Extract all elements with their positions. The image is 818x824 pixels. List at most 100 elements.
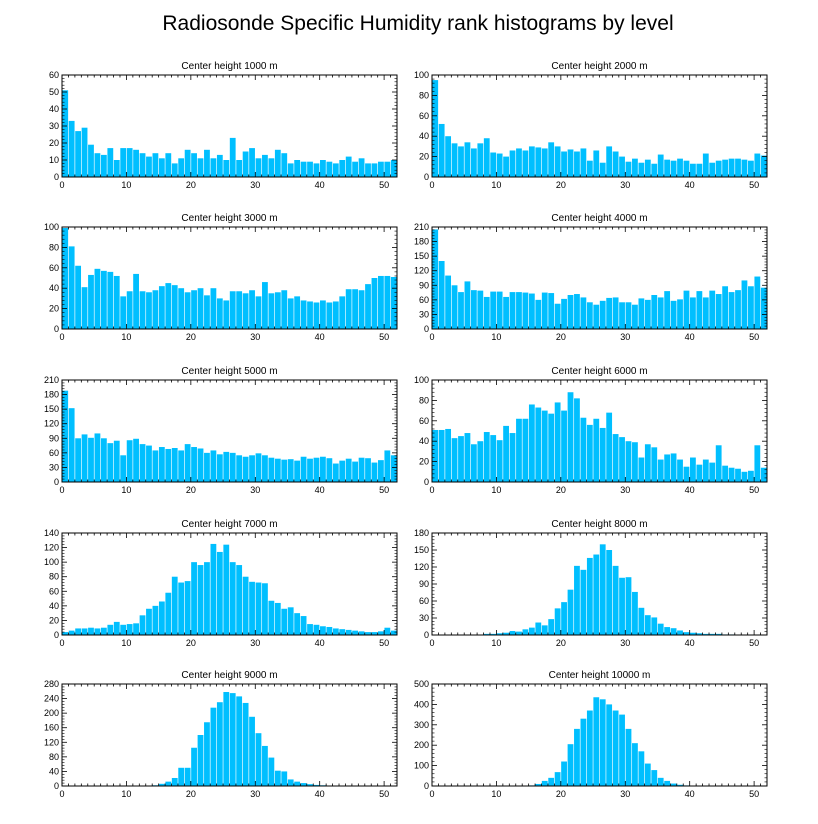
y-tick-label: 60 (49, 263, 59, 273)
histogram-bar (178, 582, 185, 635)
histogram-bar (548, 619, 555, 635)
histogram-bar (133, 623, 139, 635)
panel-title: Center height 6000 m (551, 366, 647, 377)
histogram-bar (75, 628, 82, 635)
panel-title: Center height 10000 m (549, 670, 651, 681)
histogram-bar (255, 158, 262, 177)
histogram-bar (690, 457, 696, 482)
histogram-bar (358, 457, 365, 482)
histogram-bar (204, 722, 210, 786)
histogram-bar (100, 438, 107, 482)
histogram-bar (307, 784, 313, 786)
histogram-bar (644, 763, 651, 786)
histogram-bar (126, 291, 133, 329)
histogram-bar (107, 148, 114, 177)
histogram-bar (274, 770, 281, 786)
histogram-bar (574, 151, 580, 177)
histogram-bar (223, 692, 230, 786)
histogram-bar (664, 627, 671, 635)
y-tick-label: 40 (49, 104, 59, 114)
histogram-bar (451, 143, 458, 177)
histogram-bar (191, 290, 197, 329)
histogram-bar (541, 780, 548, 786)
y-tick-label: 20 (419, 457, 429, 467)
x-tick-label: 50 (379, 180, 389, 190)
histogram-bar (358, 290, 365, 329)
histogram-bar (139, 615, 146, 635)
x-tick-label: 40 (315, 789, 325, 799)
y-tick-label: 100 (414, 70, 429, 80)
y-tick-label: 400 (414, 699, 429, 709)
histogram-bar (509, 292, 516, 329)
histogram-bar (94, 628, 101, 635)
histogram-bar (683, 632, 690, 635)
histogram-bar (281, 153, 288, 177)
y-tick-label: 120 (414, 562, 429, 572)
y-tick-label: 60 (49, 70, 59, 80)
y-tick-label: 80 (49, 572, 59, 582)
histogram-bar (670, 628, 677, 635)
histogram-bar (522, 418, 529, 482)
y-tick-label: 30 (419, 613, 429, 623)
histogram-bar (332, 163, 339, 177)
histogram-bar (606, 297, 613, 329)
histogram-bar (599, 427, 606, 482)
histogram-bar (599, 699, 606, 786)
x-tick-label: 40 (315, 638, 325, 648)
histogram-bar (88, 437, 94, 482)
histogram-bar (528, 293, 535, 329)
histogram-bar (171, 285, 178, 329)
histogram-bar (445, 275, 452, 329)
histogram-bar (651, 770, 658, 786)
histogram-bar (165, 448, 172, 482)
histogram-bar (197, 288, 204, 329)
histogram-bar (204, 562, 210, 635)
histogram-bar (339, 296, 346, 329)
histogram-bar (204, 452, 210, 482)
x-tick-label: 10 (491, 332, 501, 342)
histogram-bar (464, 142, 471, 177)
histogram-bar (300, 616, 307, 635)
histogram-bar (709, 462, 716, 482)
histogram-bar (728, 467, 735, 482)
histogram-bar (567, 295, 574, 329)
y-tick-label: 240 (44, 694, 59, 704)
histogram-bar (690, 632, 696, 635)
histogram-bar (664, 780, 671, 786)
histogram-bar (522, 629, 529, 635)
histogram-bar (165, 592, 172, 635)
y-tick-label: 60 (49, 448, 59, 458)
histogram-bar (741, 280, 748, 329)
histogram-bar (165, 283, 172, 329)
histogram-bar (548, 293, 555, 329)
histogram-bar (638, 751, 645, 786)
x-tick-label: 20 (556, 485, 566, 495)
y-tick-label: 120 (44, 419, 59, 429)
histogram-bar (606, 146, 613, 177)
histogram-bar (152, 290, 159, 329)
histogram-bar (146, 156, 152, 177)
histogram-bar (390, 276, 397, 329)
histogram-bar (204, 295, 210, 329)
histogram-bar (580, 718, 587, 786)
histogram-bar (197, 565, 204, 635)
histogram-bar (326, 458, 333, 482)
panel-title: Center height 4000 m (551, 213, 647, 224)
histogram-bar (754, 445, 761, 482)
histogram-bar (358, 631, 365, 635)
histogram-bar (158, 601, 165, 635)
histogram-bar (754, 276, 761, 329)
y-tick-label: 100 (44, 557, 59, 567)
histogram-bar (390, 455, 397, 482)
histogram-bar (561, 602, 567, 635)
histogram-bar (535, 622, 542, 635)
x-tick-label: 30 (620, 332, 630, 342)
histogram-bar (548, 413, 555, 482)
plot-frame (61, 683, 398, 787)
histogram-bar (612, 297, 619, 329)
histogram-bar (378, 161, 384, 177)
histogram-bar (262, 154, 268, 177)
histogram-bar (496, 440, 503, 482)
y-tick-label: 120 (44, 737, 59, 747)
chart-panel: Center height 3000 m 0 10 20 30 40 50 0 20 40 60 80… (44, 213, 398, 342)
